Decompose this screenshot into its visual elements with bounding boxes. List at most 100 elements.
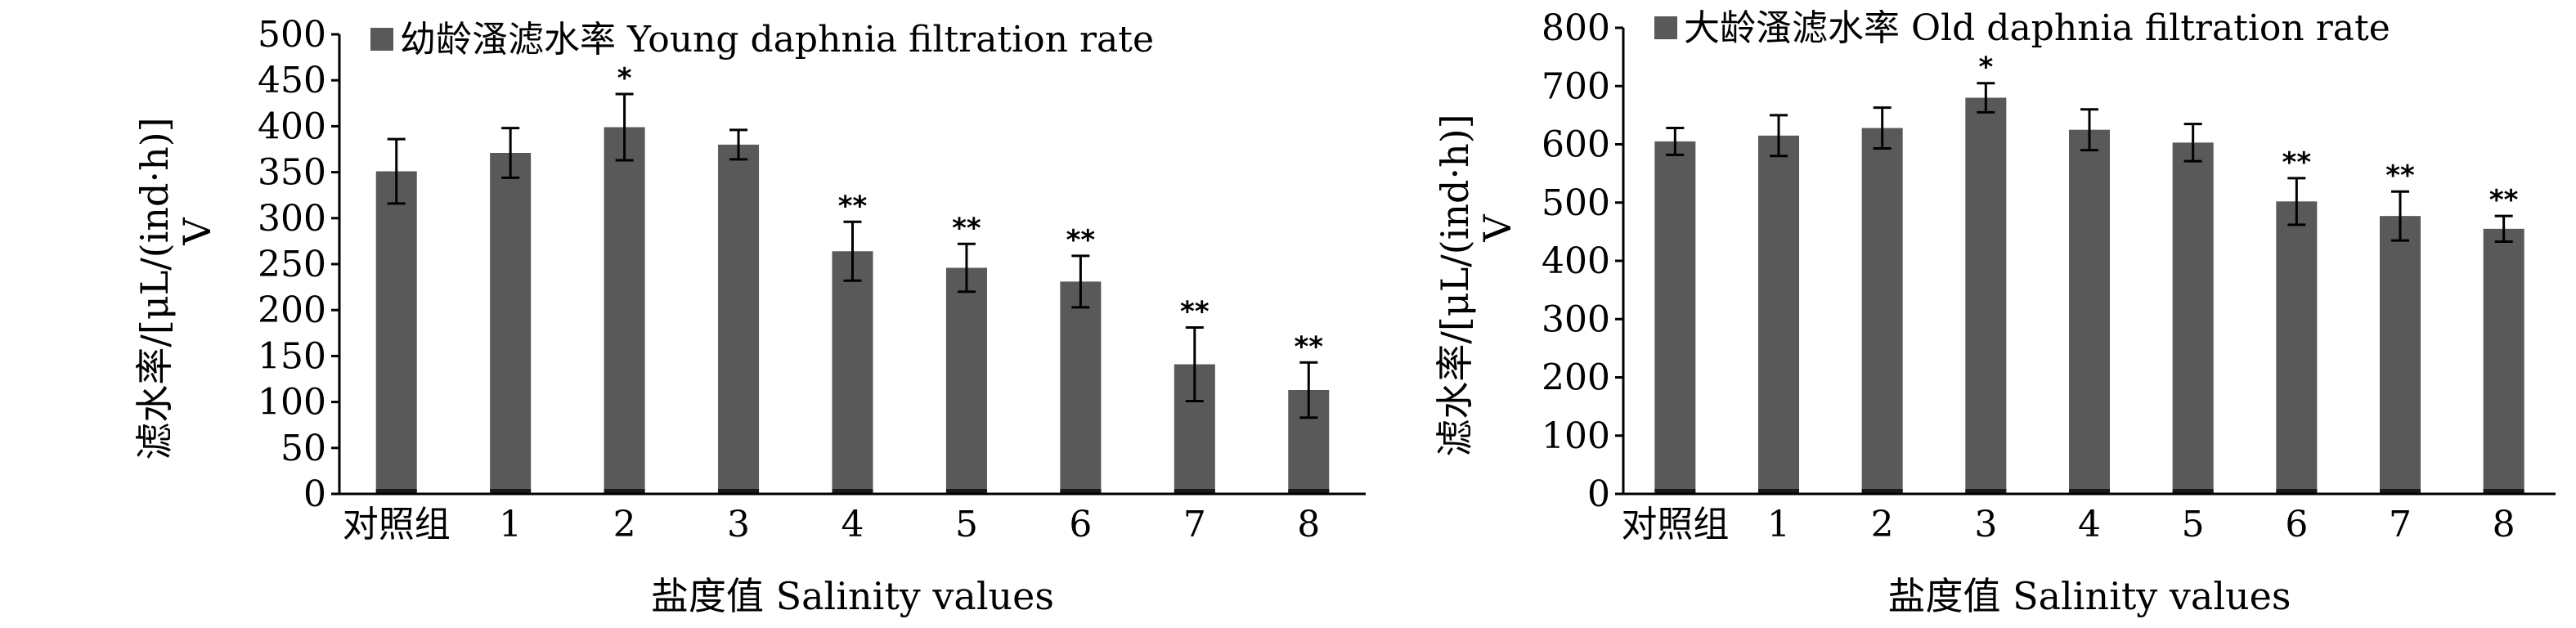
chart-old-daphnia: 对照组 1 2 * 3 4 5 ** 6 ** 7 ** 8 0 100 200 300 400 500 600 700… [1433, 7, 2556, 618]
chart-1-bar-3 [1965, 97, 2007, 494]
chart-1-bar-base-5 [2172, 489, 2214, 494]
chart-0-y-tick-label-1: 50 [280, 428, 326, 469]
chart-0-y-tick-label-7: 350 [258, 152, 326, 194]
chart-0-x-tick-label-8: 8 [1297, 504, 1320, 545]
chart-0-y-tick-label-2: 100 [258, 382, 326, 424]
chart-1-error-bar-6 [2287, 177, 2306, 227]
chart-0-bar-6 [1060, 281, 1102, 494]
chart-1-x-tick-label-1: 1 [1767, 504, 1790, 545]
chart-1-y-tick-label-7: 700 [1542, 65, 1610, 107]
chart-0-x-tick-label-5: 5 [955, 504, 978, 545]
chart-1-x-tick-label-4: 4 [2078, 504, 2101, 545]
chart-0-legend-label: 幼龄溞滤水率 Young daphnia filtration rate [400, 19, 1154, 61]
chart-0-x-tick-label-1: 1 [499, 504, 522, 545]
chart-1-error-bar-7 [2391, 190, 2409, 242]
chart-1-bar-base-3 [1965, 489, 2007, 494]
chart-0-x-tick-label-2: 2 [613, 504, 636, 545]
chart-1-x-tick-label-8: 8 [2493, 504, 2515, 545]
chart-1-legend-swatch [1654, 16, 1677, 39]
chart-0-y-axis-title: 滤水率/[μL/(ind·h)] [132, 117, 177, 460]
chart-1-y-tick-label-1: 100 [1542, 415, 1610, 457]
chart-1-y-tick-label-2: 200 [1542, 357, 1610, 399]
chart-1-bar-base-6 [2276, 489, 2318, 494]
chart-0-error-bar-2 [615, 92, 634, 162]
chart-1-error-bar-5 [2183, 123, 2202, 163]
chart-0-bar-1 [490, 152, 532, 494]
chart-1-y-tick-label-4: 400 [1542, 240, 1610, 282]
chart-0-bar-0 [375, 171, 417, 494]
chart-0-x-tick-label-7: 7 [1183, 504, 1206, 545]
chart-0-bar-4 [832, 251, 873, 494]
chart-1-bar-5 [2172, 142, 2214, 495]
chart-0-y-tick-label-4: 200 [258, 289, 326, 331]
chart-1-y-tick-label-0: 0 [1587, 473, 1610, 515]
chart-1-bar-base-2 [1861, 489, 1903, 494]
chart-0-bar-3 [718, 144, 760, 494]
chart-0-legend: 幼龄溞滤水率 Young daphnia filtration rate [370, 19, 1154, 61]
chart-1-x-tick-label-3: 3 [1974, 504, 1997, 545]
chart-0-bar-base-0 [375, 489, 417, 494]
chart-0-y-tick-label-10: 500 [258, 14, 326, 56]
chart-1-legend-label: 大龄溞滤水率 Old daphnia filtration rate [1684, 7, 2390, 49]
chart-0-error-bar-5 [957, 242, 976, 294]
chart-1-error-bar-1 [1770, 114, 1788, 158]
chart-1-bar-base-8 [2483, 489, 2524, 494]
chart-0-x-tick-label-4: 4 [841, 504, 864, 545]
chart-1-significance-3: * [1978, 52, 1993, 84]
chart-0-x-tick-label-3: 3 [727, 504, 750, 545]
chart-0-bar-2 [604, 127, 645, 495]
chart-0-error-bar-6 [1071, 254, 1090, 309]
chart-1-significance-8: ** [2489, 184, 2519, 217]
chart-0-error-bar-7 [1185, 326, 1204, 402]
chart-1-bar-4 [2069, 129, 2110, 494]
chart-1-error-bar-4 [2080, 108, 2098, 152]
chart-0-y-tick-label-8: 400 [258, 105, 326, 147]
chart-1-y-axis-title: 滤水率/[μL/(ind·h)] [1433, 114, 1477, 456]
chart-0-error-bar-3 [729, 128, 748, 161]
chart-0-bar-base-3 [718, 489, 760, 494]
chart-1-legend: 大龄溞滤水率 Old daphnia filtration rate [1654, 7, 2390, 49]
chart-1-y-tick-label-8: 800 [1542, 7, 1610, 49]
chart-1-significance-6: ** [2282, 146, 2312, 179]
chart-0-error-bar-8 [1299, 361, 1318, 419]
chart-0-significance-7: ** [1180, 296, 1209, 329]
chart-1-x-tick-label-7: 7 [2389, 504, 2412, 545]
chart-0-legend-swatch [370, 28, 393, 51]
chart-1-y-axis-symbol: V [1475, 214, 1519, 243]
chart-0-significance-2: * [617, 62, 632, 95]
chart-1-bar-8 [2483, 228, 2524, 494]
chart-0-bar-5 [945, 267, 987, 494]
chart-0-significance-4: ** [838, 190, 868, 222]
chart-1-error-bar-8 [2494, 214, 2513, 243]
chart-1-y-tick-label-6: 600 [1542, 124, 1610, 166]
chart-1-bar-base-4 [2069, 489, 2110, 494]
chart-1-error-bar-3 [1977, 82, 1995, 114]
chart-1-bar-base-0 [1654, 489, 1696, 494]
chart-0-y-axis-symbol: V [175, 218, 219, 246]
chart-1-bar-1 [1758, 135, 1799, 494]
chart-0-bar-base-5 [945, 489, 987, 494]
chart-1-y-tick-label-3: 300 [1542, 298, 1610, 340]
chart-0-x-tick-label-0: 对照组 [343, 504, 451, 545]
chart-1-bar-0 [1654, 141, 1696, 494]
chart-0-significance-6: ** [1066, 224, 1096, 257]
chart-0-y-tick-label-5: 250 [258, 244, 326, 285]
chart-0-error-bar-4 [843, 220, 862, 282]
chart-0-x-tick-label-6: 6 [1069, 504, 1092, 545]
chart-1-x-tick-label-0: 对照组 [1621, 504, 1729, 545]
chart-0-y-tick-label-6: 300 [258, 198, 326, 240]
chart-1-bar-base-7 [2380, 489, 2421, 494]
chart-0-error-bar-0 [387, 137, 406, 205]
chart-0-error-bar-1 [501, 127, 520, 179]
chart-0-bar-base-8 [1288, 489, 1330, 494]
chart-0-y-tick-label-0: 0 [303, 473, 326, 515]
chart-1-x-tick-label-2: 2 [1871, 504, 1894, 545]
chart-0-bar-base-6 [1060, 489, 1102, 494]
chart-1-bar-7 [2380, 216, 2421, 494]
chart-1-error-bar-2 [1873, 106, 1892, 150]
chart-1-bar-base-1 [1758, 489, 1799, 494]
chart-1-x-axis-title: 盐度值 Salinity values [1888, 574, 2291, 618]
chart-0-bar-base-1 [490, 489, 532, 494]
chart-0-bar-base-2 [604, 489, 645, 494]
